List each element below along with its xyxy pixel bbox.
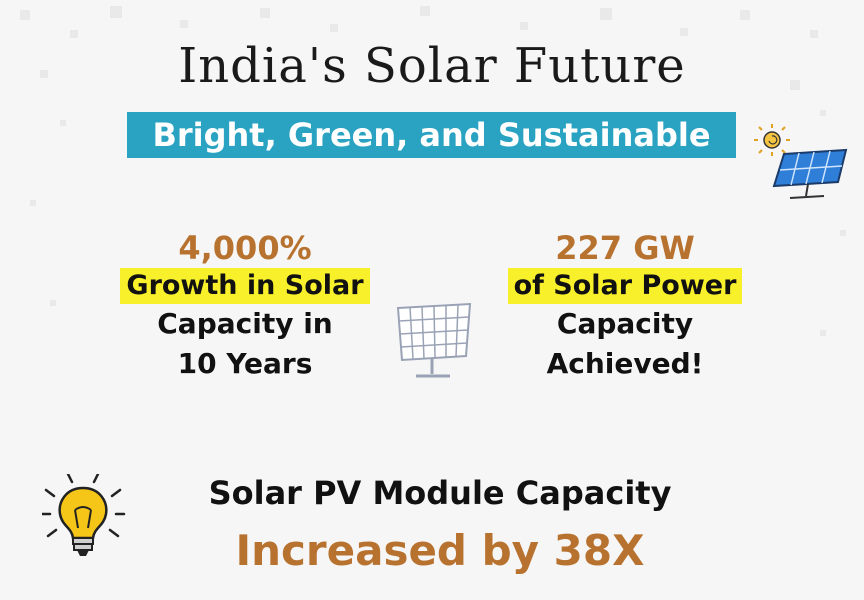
page-subtitle: Bright, Green, and Sustainable xyxy=(127,112,736,158)
stat-highlight: of Solar Power xyxy=(507,268,743,304)
solar-panel-sun-icon xyxy=(754,124,848,199)
page-title: India's Solar Future xyxy=(178,38,686,94)
stat-line-1: Capacity xyxy=(556,307,694,340)
stat-highlight: Growth in Solar xyxy=(120,268,370,304)
stat-value: 4,000% xyxy=(178,229,312,267)
stat-line-2: 10 Years xyxy=(177,347,313,380)
lightbulb-icon xyxy=(42,474,126,556)
stat-value: 227 GW xyxy=(555,229,695,267)
module-capacity-increase: Increased by 38X xyxy=(235,526,645,575)
stat-line-2: Achieved! xyxy=(546,347,704,380)
module-capacity-heading: Solar PV Module Capacity xyxy=(208,474,672,512)
stat-growth: 4,000% Growth in Solar Capacity in 10 Ye… xyxy=(100,228,390,384)
stat-line-1: Capacity in xyxy=(157,307,333,340)
stat-capacity: 227 GW of Solar Power Capacity Achieved! xyxy=(490,228,760,384)
solar-panel-icon xyxy=(396,302,472,378)
